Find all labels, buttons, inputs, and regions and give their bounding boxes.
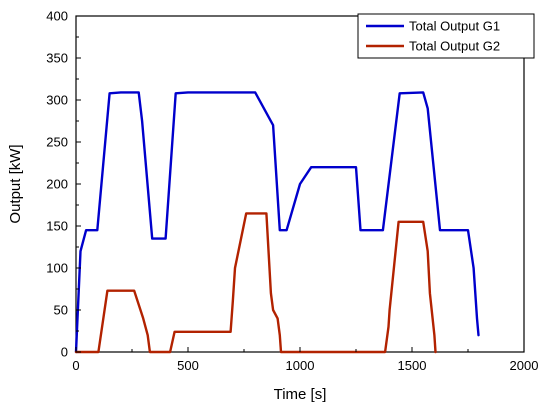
- series-layer: [74, 91, 480, 354]
- y-tick-label: 50: [54, 303, 68, 318]
- y-tick-label: 150: [46, 219, 68, 234]
- x-tick-label: 0: [72, 358, 79, 373]
- x-tick-label: 1000: [286, 358, 315, 373]
- y-tick-label: 0: [61, 345, 68, 360]
- legend-box: [357, 13, 535, 59]
- y-tick-label: 300: [46, 93, 68, 108]
- y-tick-label: 350: [46, 51, 68, 66]
- x-tick-label: 2000: [510, 358, 539, 373]
- legend: Total Output G1 Total Output G2: [357, 13, 535, 59]
- series-line-g2: [74, 212, 437, 354]
- y-tick-label: 400: [46, 9, 68, 24]
- y-tick-label: 250: [46, 135, 68, 150]
- y-tick-label: 100: [46, 261, 68, 276]
- ticks-layer: 0 500 1000 1500 2000 0 50 100 150 200 250 300 350 400: [46, 9, 538, 374]
- x-tick-label: 500: [177, 358, 199, 373]
- x-axis-title: Time [s]: [274, 386, 327, 403]
- legend-label-g2: Total Output G2: [409, 39, 500, 54]
- legend-label-g1: Total Output G1: [409, 19, 500, 34]
- series-line-g1: [74, 91, 480, 354]
- y-axis-title: Output [kW]: [7, 144, 24, 223]
- y-tick-label: 200: [46, 177, 68, 192]
- x-tick-label: 1500: [398, 358, 427, 373]
